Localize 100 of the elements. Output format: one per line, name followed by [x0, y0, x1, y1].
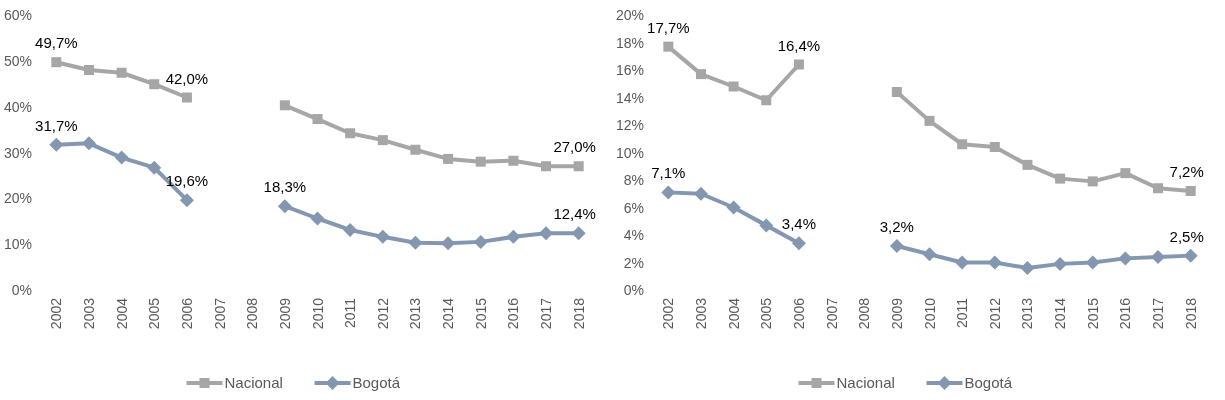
y-tick-label: 40%: [3, 98, 32, 115]
y-tick-label: 6%: [623, 199, 644, 216]
x-tick-label: 2010: [309, 297, 326, 330]
y-tick-label: 10%: [615, 144, 644, 161]
x-tick-label: 2003: [80, 297, 97, 330]
data-label: 7,1%: [651, 164, 686, 182]
data-label: 19,6%: [165, 172, 209, 190]
data-label: 2,5%: [1169, 227, 1204, 245]
y-tick-label: 0%: [623, 282, 644, 298]
x-tick-label: 2004: [725, 297, 742, 330]
data-label: 17,7%: [647, 18, 690, 36]
point: [541, 161, 552, 172]
point: [761, 95, 772, 106]
point: [987, 255, 1002, 270]
point: [1151, 250, 1166, 264]
point: [1055, 173, 1066, 184]
y-tick-label: 4%: [623, 227, 644, 243]
point: [957, 139, 968, 150]
point: [345, 128, 356, 139]
point: [889, 239, 904, 253]
data-label: 31,7%: [35, 116, 78, 134]
point: [1053, 256, 1068, 271]
y-tick-label: 14%: [615, 89, 644, 106]
x-tick-label: 2006: [790, 297, 807, 330]
data-label: 3,4%: [781, 215, 817, 233]
y-tick-label: 0%: [11, 282, 32, 298]
point: [891, 87, 902, 97]
point: [922, 247, 937, 262]
point: [1118, 251, 1133, 266]
point: [81, 136, 96, 151]
y-tick-label: 20%: [615, 7, 644, 23]
x-tick-label: 2007: [211, 297, 228, 330]
x-tick-label: 2009: [276, 297, 293, 330]
point: [1153, 183, 1164, 194]
point: [277, 199, 292, 214]
point: [726, 200, 741, 215]
point: [83, 65, 94, 75]
x-tick-label: 2015: [1084, 297, 1101, 330]
point: [1085, 255, 1100, 270]
point: [693, 186, 708, 201]
point: [1183, 248, 1198, 263]
y-tick-label: 12%: [615, 117, 644, 133]
x-tick-label: 2017: [538, 297, 555, 330]
x-tick-label: 2016: [1117, 297, 1134, 330]
x-tick-label: 2012: [986, 297, 1003, 330]
legend-label: Nacional: [836, 374, 895, 391]
x-tick-label: 2018: [1182, 297, 1199, 330]
point: [51, 57, 62, 68]
x-tick-label: 2013: [407, 297, 424, 330]
data-label: 18,3%: [263, 178, 307, 196]
point: [377, 135, 388, 146]
point: [147, 160, 162, 175]
x-tick-label: 2006: [178, 297, 195, 330]
point: [312, 114, 323, 125]
x-tick-label: 2002: [660, 297, 677, 330]
x-tick-label: 2005: [146, 297, 163, 330]
point: [1087, 176, 1098, 187]
y-tick-label: 8%: [623, 172, 644, 188]
point: [539, 226, 554, 241]
point: [1020, 261, 1035, 275]
point: [759, 218, 774, 233]
x-tick-label: 2004: [113, 297, 130, 330]
x-tick-label: 2008: [856, 297, 873, 330]
x-tick-label: 2007: [823, 297, 840, 330]
legend-label: Bogotá: [352, 374, 401, 391]
point: [791, 236, 806, 251]
legend-label: Bogotá: [964, 374, 1013, 391]
data-label: 42,0%: [165, 69, 209, 87]
point: [506, 229, 521, 244]
point: [343, 222, 358, 237]
x-tick-label: 2014: [1052, 297, 1069, 330]
point: [114, 150, 129, 165]
data-label: 16,4%: [777, 36, 821, 54]
point: [149, 79, 160, 90]
point: [924, 115, 935, 126]
point: [989, 142, 1000, 152]
point: [1120, 168, 1131, 179]
x-tick-label: 2005: [758, 297, 775, 330]
x-tick-label: 2009: [888, 297, 905, 330]
legend-label: Nacional: [224, 374, 283, 391]
point: [408, 235, 423, 250]
point: [441, 236, 456, 251]
x-tick-label: 2014: [440, 297, 457, 330]
point: [573, 161, 584, 172]
point: [375, 229, 390, 244]
y-tick-label: 20%: [3, 190, 32, 207]
x-tick-label: 2017: [1150, 297, 1167, 330]
y-tick-label: 60%: [3, 7, 32, 23]
y-tick-label: 30%: [3, 144, 32, 161]
x-tick-label: 2013: [1019, 297, 1036, 330]
point: [475, 156, 486, 167]
point: [695, 69, 706, 80]
point: [793, 59, 804, 70]
x-tick-label: 2008: [244, 297, 261, 330]
data-label: 7,2%: [1169, 163, 1204, 180]
point: [955, 255, 970, 270]
x-tick-label: 2010: [921, 297, 938, 330]
point: [49, 137, 64, 152]
point: [181, 92, 192, 103]
x-tick-label: 2002: [48, 297, 65, 330]
